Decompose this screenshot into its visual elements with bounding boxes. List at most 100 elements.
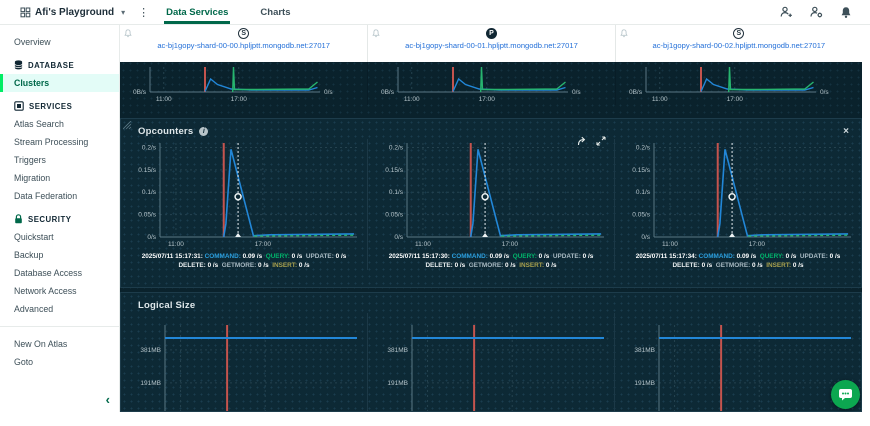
chart-tooltip: 2025/07/11 15:17:34: COMMAND: 0.09 /s QU… bbox=[635, 253, 841, 269]
shard-mini-chart-svg[interactable]: 11:00 17:00 0B/s 0/s bbox=[616, 62, 862, 105]
shard-column-01: P ac-bj1gopy-shard-00-01.hpljptt.mongodb… bbox=[367, 25, 615, 105]
logical-size-chart-svg[interactable]: 381MB 191MB bbox=[617, 313, 857, 412]
sidebar-section-services: SERVICES bbox=[0, 97, 119, 115]
opcounters-charts-row: 0.2/s 0.15/s 0.1/s 0.05/s 0/s 11:00 17:00 2025… bbox=[121, 136, 861, 270]
notifications-bell-icon[interactable] bbox=[840, 6, 852, 19]
sidebar-item-new-on-atlas[interactable]: New On Atlas bbox=[14, 339, 68, 349]
sidebar-item-goto[interactable]: Goto bbox=[14, 357, 34, 367]
svg-text:0.1/s: 0.1/s bbox=[142, 189, 157, 196]
tab-charts-label: Charts bbox=[260, 6, 291, 18]
node-type-badge: S bbox=[733, 28, 745, 39]
svg-text:11:00: 11:00 bbox=[662, 241, 678, 248]
svg-text:11:00: 11:00 bbox=[156, 96, 172, 103]
sidebar-section-security-label: SECURITY bbox=[28, 214, 72, 224]
shard-column-00: S ac-bj1gopy-shard-00-00.hpljptt.mongodb… bbox=[120, 25, 368, 105]
opcounters-chart-svg[interactable]: 0.2/s 0.15/s 0.1/s 0.05/s 0/s 11:00 17:00 bbox=[617, 139, 857, 251]
sidebar-item-network-access[interactable]: Network Access bbox=[14, 286, 77, 296]
logical-size-chart-shard-02: 381MB 191MB bbox=[614, 313, 861, 412]
shard-host-link[interactable]: ac-bj1gopy-shard-00-02.hpljptt.mongodb.n… bbox=[652, 41, 826, 50]
services-icon bbox=[14, 101, 24, 111]
svg-text:191MB: 191MB bbox=[634, 380, 655, 387]
logical-size-chart-svg[interactable]: 381MB 191MB bbox=[370, 313, 610, 412]
node-type-badge: S bbox=[238, 28, 250, 39]
sidebar-item-advanced[interactable]: Advanced bbox=[14, 304, 54, 314]
svg-text:381MB: 381MB bbox=[634, 347, 655, 354]
opcounters-chart-shard-02: 0.2/s 0.15/s 0.1/s 0.05/s 0/s 11:00 17:00 2025… bbox=[614, 139, 861, 270]
drag-handle-icon[interactable] bbox=[123, 121, 132, 130]
svg-text:17:00: 17:00 bbox=[749, 241, 766, 248]
svg-text:0.2/s: 0.2/s bbox=[389, 144, 404, 151]
sidebar-item-atlas-search[interactable]: Atlas Search bbox=[14, 119, 64, 129]
kebab-menu-icon[interactable]: ⋮ bbox=[138, 6, 150, 19]
shard-mini-chart-svg[interactable]: 11:00 17:00 0B/s 0/s bbox=[368, 62, 614, 105]
svg-text:17:00: 17:00 bbox=[231, 96, 248, 103]
logical-size-chart-svg[interactable]: 381MB 191MB bbox=[123, 313, 363, 412]
shard-header-row: S ac-bj1gopy-shard-00-00.hpljptt.mongodb… bbox=[120, 25, 862, 105]
opcounters-panel: Opcounters i × 0.2/s 0.15/s 0.1/s 0.05/s 0/s… bbox=[120, 118, 862, 288]
sidebar-section-database-label: DATABASE bbox=[28, 60, 75, 70]
shard-mini-chart[interactable]: 11:00 17:00 0B/s 0/s bbox=[614, 62, 862, 105]
sidebar-item-stream-processing[interactable]: Stream Processing bbox=[14, 137, 89, 147]
shard-mini-chart[interactable]: 11:00 17:00 0B/s 0/s bbox=[367, 62, 614, 105]
svg-text:381MB: 381MB bbox=[387, 347, 408, 354]
sidebar-item-backup[interactable]: Backup bbox=[14, 250, 44, 260]
chat-support-button[interactable] bbox=[831, 380, 860, 409]
chart-tooltip: 2025/07/11 15:17:31: COMMAND: 0.09 /s QU… bbox=[141, 253, 347, 269]
logical-size-panel-header: Logical Size bbox=[121, 293, 861, 311]
product-tabs: Data Services Charts bbox=[164, 0, 320, 24]
svg-text:0/s: 0/s bbox=[394, 234, 403, 241]
node-type-badge: P bbox=[485, 28, 497, 39]
shard-mini-chart-svg[interactable]: 11:00 17:00 0B/s 0/s bbox=[120, 62, 366, 105]
org-switcher[interactable]: Afi's Playground ▾ bbox=[20, 7, 125, 18]
invite-user-icon[interactable] bbox=[780, 6, 793, 18]
alerts-bell-icon[interactable] bbox=[372, 29, 380, 38]
svg-text:0.15/s: 0.15/s bbox=[138, 167, 156, 174]
svg-text:0.05/s: 0.05/s bbox=[138, 212, 156, 219]
opcounters-chart-svg[interactable]: 0.2/s 0.15/s 0.1/s 0.05/s 0/s 11:00 17:00 bbox=[370, 139, 610, 251]
sidebar-item-clusters[interactable]: Clusters bbox=[0, 74, 119, 92]
sidebar-item-data-federation[interactable]: Data Federation bbox=[14, 191, 78, 201]
svg-text:0.05/s: 0.05/s bbox=[632, 212, 650, 219]
svg-text:191MB: 191MB bbox=[140, 380, 161, 387]
tab-data-services[interactable]: Data Services bbox=[164, 0, 231, 24]
user-settings-icon[interactable] bbox=[810, 6, 823, 18]
svg-text:17:00: 17:00 bbox=[479, 96, 496, 103]
logical-size-charts-row: 381MB 191MB 381MB 191MB 381MB 191MB bbox=[121, 313, 861, 412]
sidebar-item-migration[interactable]: Migration bbox=[14, 173, 51, 183]
alerts-bell-icon[interactable] bbox=[620, 29, 628, 38]
sidebar-item-quickstart[interactable]: Quickstart bbox=[14, 232, 54, 242]
opcounters-chart-shard-01: 0.2/s 0.15/s 0.1/s 0.05/s 0/s 11:00 17:00 2025… bbox=[367, 136, 614, 270]
shard-host-link[interactable]: ac-bj1gopy-shard-00-00.hpljptt.mongodb.n… bbox=[157, 41, 330, 50]
tab-data-services-label: Data Services bbox=[166, 6, 229, 18]
expand-icon[interactable] bbox=[596, 136, 606, 146]
sidebar-item-triggers[interactable]: Triggers bbox=[14, 155, 46, 165]
sidebar-navigation: Overview DATABASE Clusters SERVICES Atla… bbox=[0, 25, 120, 412]
shard-host-link[interactable]: ac-bj1gopy-shard-00-01.hpljptt.mongodb.n… bbox=[405, 41, 578, 50]
svg-text:0/s: 0/s bbox=[147, 234, 156, 241]
opcounters-chart-shard-00: 0.2/s 0.15/s 0.1/s 0.05/s 0/s 11:00 17:00 2025… bbox=[121, 139, 367, 270]
svg-text:0/s: 0/s bbox=[820, 89, 829, 96]
opcounters-chart-svg[interactable]: 0.2/s 0.15/s 0.1/s 0.05/s 0/s 11:00 17:00 bbox=[123, 139, 363, 251]
svg-text:381MB: 381MB bbox=[140, 347, 161, 354]
sidebar-item-database-access[interactable]: Database Access bbox=[14, 268, 82, 278]
sidebar-section-services-label: SERVICES bbox=[29, 101, 73, 111]
logical-size-chart-shard-01: 381MB 191MB bbox=[367, 313, 614, 412]
logical-size-panel: Logical Size 381MB 191MB 381MB 191MB 381MB… bbox=[120, 292, 862, 412]
sidebar-item-overview[interactable]: Overview bbox=[14, 37, 51, 47]
shard-header: P ac-bj1gopy-shard-00-01.hpljptt.mongodb… bbox=[367, 25, 615, 62]
alerts-bell-icon[interactable] bbox=[124, 29, 132, 38]
chat-bubble-icon bbox=[839, 389, 852, 401]
svg-text:0.15/s: 0.15/s bbox=[385, 167, 403, 174]
shard-header: S ac-bj1gopy-shard-00-00.hpljptt.mongodb… bbox=[120, 25, 368, 62]
svg-text:0B/s: 0B/s bbox=[133, 89, 147, 96]
svg-text:17:00: 17:00 bbox=[502, 241, 519, 248]
opcounters-panel-header: Opcounters i × bbox=[121, 119, 861, 137]
svg-text:11:00: 11:00 bbox=[415, 241, 431, 248]
share-icon[interactable] bbox=[577, 136, 587, 146]
shard-mini-chart[interactable]: 11:00 17:00 0B/s 0/s bbox=[120, 62, 367, 105]
caret-down-icon[interactable]: ▾ bbox=[121, 7, 126, 17]
close-icon[interactable]: × bbox=[843, 125, 849, 137]
tab-charts[interactable]: Charts bbox=[258, 0, 292, 24]
sidebar-collapse-icon[interactable]: ‹ bbox=[105, 392, 110, 407]
info-icon[interactable]: i bbox=[199, 127, 209, 136]
